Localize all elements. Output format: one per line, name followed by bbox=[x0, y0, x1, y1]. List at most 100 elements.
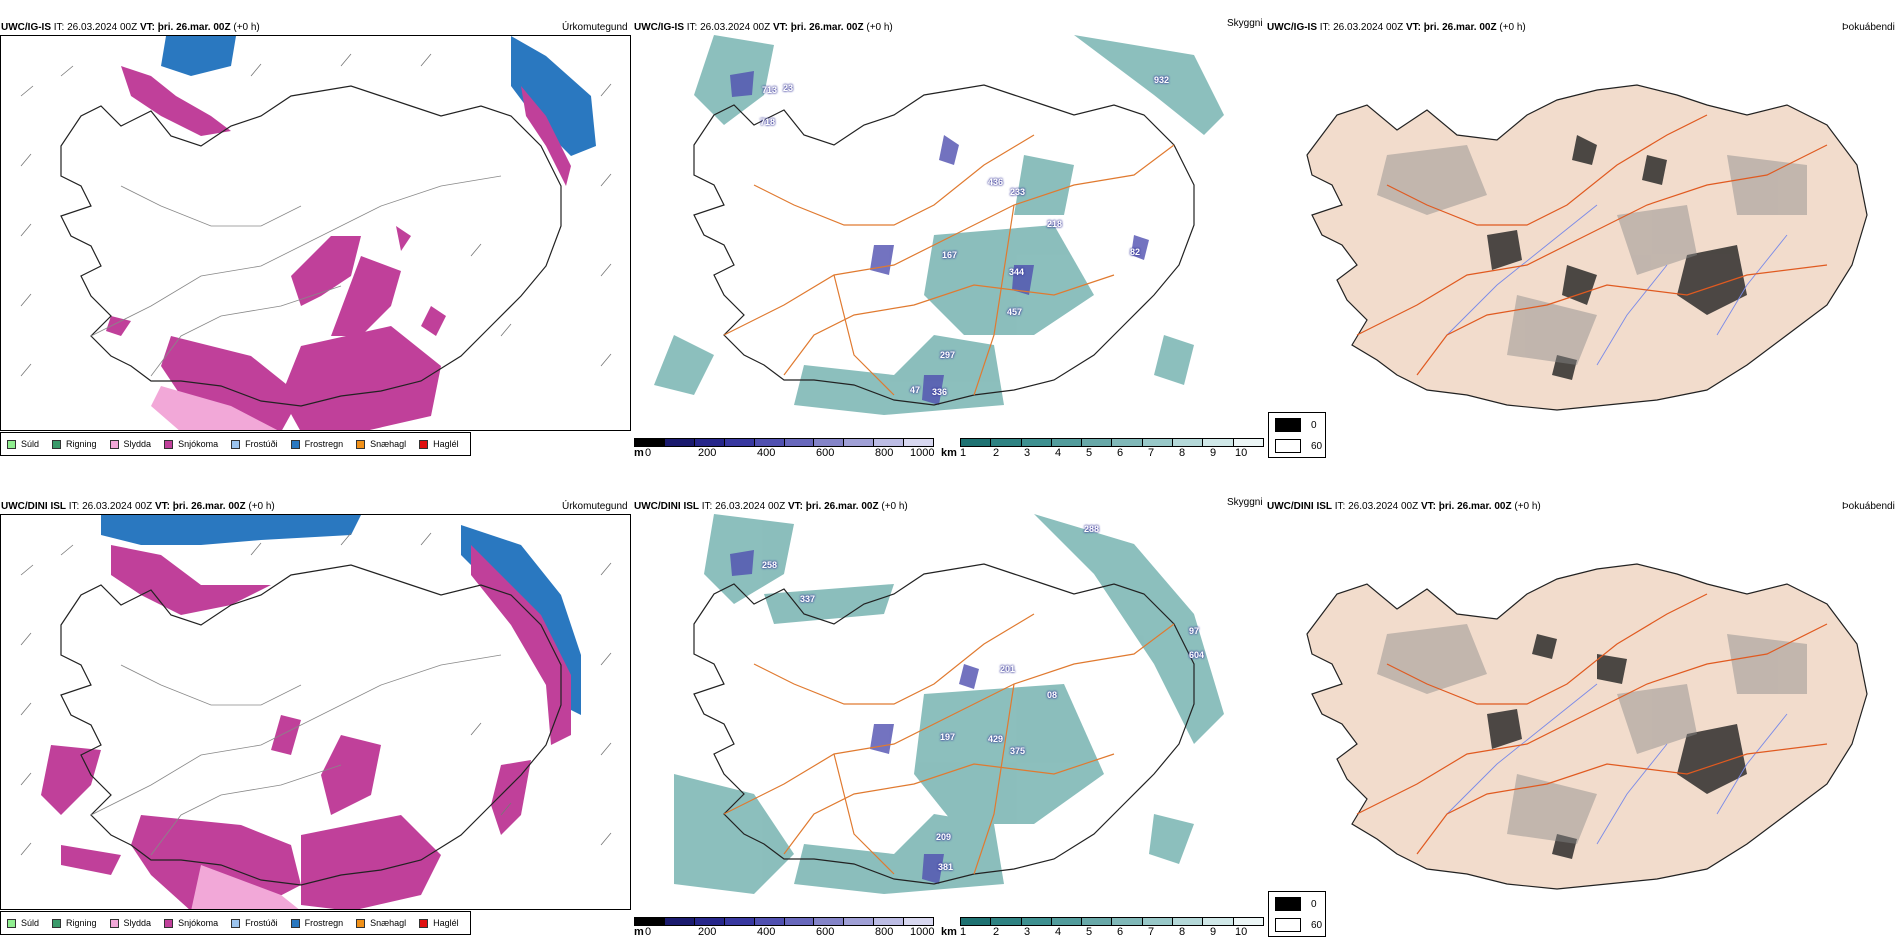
snow-area bbox=[131, 815, 301, 909]
cloud-base-label: 82 bbox=[1130, 247, 1141, 257]
visibility-area bbox=[914, 684, 1104, 824]
legend-label: Slydda bbox=[123, 918, 152, 928]
snow-area bbox=[106, 316, 131, 336]
legend-swatch bbox=[356, 439, 366, 449]
colorbar-segment bbox=[754, 439, 785, 446]
visibility-area bbox=[764, 584, 894, 624]
lead-time: (+0 h) bbox=[248, 501, 275, 512]
visibility-area bbox=[1034, 514, 1224, 744]
colorbar-segment bbox=[844, 439, 875, 446]
legend-swatch bbox=[419, 918, 429, 928]
cloudbase-tick: 200 bbox=[698, 447, 717, 459]
legend-label: Snjókoma bbox=[178, 439, 219, 449]
snow-area bbox=[61, 845, 121, 875]
colorbar-segment bbox=[1051, 918, 1083, 925]
cloud-base-label: 167 bbox=[942, 250, 958, 260]
legend-label: Haglél bbox=[433, 439, 459, 449]
colorbar-segment bbox=[664, 439, 695, 446]
cloud-base-label: 336 bbox=[932, 387, 948, 397]
fog-legend-row: 0 bbox=[1275, 897, 1317, 911]
legend-label: Súld bbox=[21, 918, 40, 928]
cloud-base-label: 218 bbox=[1047, 219, 1063, 229]
visibility-unit: km bbox=[941, 926, 957, 938]
cloud-base-label: 08 bbox=[1047, 690, 1058, 700]
legend-label: Frostregn bbox=[304, 439, 344, 449]
fog-legend-label: 60 bbox=[1311, 440, 1323, 452]
fog-gray-area bbox=[1377, 145, 1487, 215]
cloudbase-tick: 400 bbox=[757, 926, 776, 938]
cloudbase-area bbox=[959, 664, 979, 689]
cloudbase-area bbox=[939, 135, 959, 165]
colorbar-segment bbox=[814, 918, 845, 925]
visibility-tick: 6 bbox=[1117, 926, 1124, 938]
lead-time: (+0 h) bbox=[233, 22, 260, 33]
legend-item-rigning: Rigning bbox=[52, 439, 97, 449]
visibility-area bbox=[924, 225, 1094, 335]
it-label: IT: bbox=[686, 22, 698, 33]
iceland-outline bbox=[60, 85, 562, 407]
snow-area bbox=[301, 815, 441, 909]
fog-legend-swatch bbox=[1275, 897, 1301, 911]
fog-gray-area bbox=[1617, 684, 1697, 754]
clouds-type-title: Skyggni bbox=[1227, 497, 1263, 508]
visibility-tick: 4 bbox=[1055, 926, 1062, 938]
legend-swatch bbox=[109, 439, 119, 449]
iceland-outline bbox=[693, 563, 1195, 885]
fog-panel-title: UWC/IG-IS IT: 26.03.2024 00Z VT: þri. 26… bbox=[1267, 22, 1526, 33]
row-bottom: UWC/DINI ISL IT: 26.03.2024 00Z VT: þri.… bbox=[0, 479, 1900, 950]
vt-value: þri. 26.mar. 00Z bbox=[1438, 501, 1512, 512]
legend-label: Snæhagl bbox=[370, 918, 407, 928]
cloudbase-area bbox=[730, 71, 754, 97]
fog-dark-area bbox=[1597, 654, 1627, 684]
visibility-colorbar bbox=[960, 917, 1264, 926]
precip-type-title: Úrkomutegund bbox=[562, 22, 628, 33]
precip-map bbox=[0, 35, 631, 431]
legend-item-frostregn: Frostregn bbox=[290, 439, 344, 449]
colorbar-segment bbox=[784, 439, 815, 446]
visibility-tick: 3 bbox=[1024, 447, 1031, 459]
fog-dark-areas bbox=[1487, 634, 1747, 859]
fog-legend: 0 60 bbox=[1268, 412, 1326, 458]
visibility-tick: 6 bbox=[1117, 447, 1124, 459]
legend-item-slydda: Slydda bbox=[109, 439, 151, 449]
visibility-tick: 2 bbox=[993, 926, 1000, 938]
snow-area bbox=[291, 236, 361, 306]
precip-panel-title: UWC/DINI ISL IT: 26.03.2024 00Z VT: þri.… bbox=[1, 501, 275, 512]
model-name: UWC/DINI ISL bbox=[1267, 501, 1332, 512]
legend-label: Frostúði bbox=[245, 439, 278, 449]
cloud-base-label: 337 bbox=[800, 594, 816, 604]
vt-label: VT: bbox=[772, 22, 788, 33]
rivers bbox=[1446, 683, 1788, 845]
fog-legend: 0 60 bbox=[1268, 891, 1326, 937]
lead-time: (+0 h) bbox=[866, 22, 893, 33]
visibility-tick: 2 bbox=[993, 447, 1000, 459]
colorbar-segment bbox=[844, 918, 875, 925]
roads bbox=[723, 613, 1175, 875]
cloud-base-label: 381 bbox=[938, 862, 954, 872]
iceland-land bbox=[1306, 84, 1868, 411]
visibility-tick: 7 bbox=[1148, 926, 1155, 938]
visibility-tick: 9 bbox=[1210, 447, 1217, 459]
colorbar-segment bbox=[784, 918, 815, 925]
cloud-base-label: 604 bbox=[1189, 650, 1205, 660]
colorbar-segment bbox=[991, 918, 1022, 925]
roads bbox=[1356, 114, 1828, 376]
colorbar-segment bbox=[874, 439, 905, 446]
legend-swatch bbox=[52, 439, 62, 449]
visibility-tick: 8 bbox=[1179, 926, 1186, 938]
fog-legend-swatch bbox=[1275, 918, 1301, 932]
cloudbase-tick: 1000 bbox=[910, 447, 935, 459]
legend-swatch bbox=[7, 439, 16, 449]
cloudbase-tick: 400 bbox=[757, 447, 776, 459]
iceland-land bbox=[1306, 563, 1868, 890]
fog-panel-title: UWC/DINI ISL IT: 26.03.2024 00Z VT: þri.… bbox=[1267, 501, 1541, 512]
fog-legend-swatch bbox=[1275, 418, 1301, 432]
cloudbase-area bbox=[730, 550, 754, 576]
fog-legend-row: 60 bbox=[1275, 439, 1322, 453]
fog-gray-area bbox=[1507, 295, 1597, 365]
colorbar-segment bbox=[991, 439, 1022, 446]
visibility-colorbar bbox=[960, 438, 1264, 447]
model-name: UWC/IG-IS bbox=[1267, 22, 1317, 33]
rivers bbox=[1446, 204, 1788, 366]
colorbar-segment bbox=[904, 439, 934, 446]
